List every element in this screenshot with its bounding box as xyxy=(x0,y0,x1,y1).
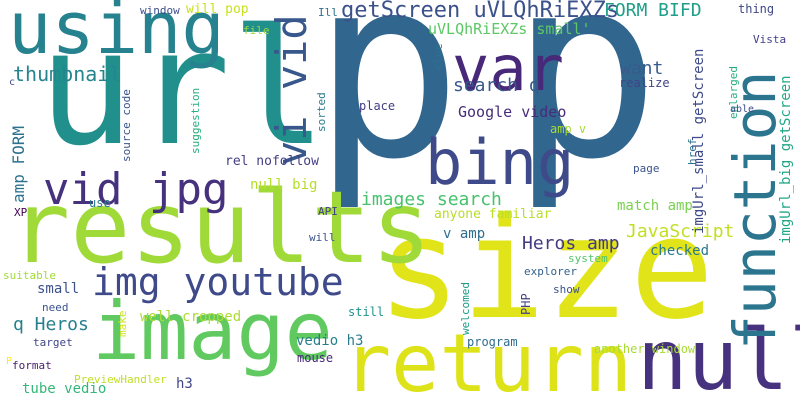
word-target: target xyxy=(33,336,73,349)
word-will: will xyxy=(309,231,336,244)
word-rel-nofollow: rel nofollow xyxy=(225,154,319,169)
word-use: use xyxy=(89,196,111,210)
word-source-code: source code xyxy=(120,89,133,162)
word-h3: h3 xyxy=(176,376,193,392)
word-match-amp: match amp xyxy=(617,198,693,214)
word-vista: Vista xyxy=(753,33,787,46)
word-want: want xyxy=(620,58,664,79)
word-well-cropped: well cropped xyxy=(140,309,242,325)
word-welcomed: welcomed xyxy=(459,282,472,335)
word-p: p xyxy=(510,0,661,214)
word-thing: thing xyxy=(738,2,775,16)
word-place: place xyxy=(359,99,396,113)
word-vid-jpg: vid jpg xyxy=(43,164,229,215)
word-tube-vedio: tube vedio xyxy=(22,381,107,397)
word-suggestion: suggestion xyxy=(189,87,202,154)
word-return: return xyxy=(343,317,632,400)
word-bing: bing xyxy=(425,126,575,199)
word-able: able xyxy=(730,104,755,115)
word-previewhandler: PreviewHandler xyxy=(74,373,167,386)
word-clue: clue xyxy=(432,43,445,71)
word-need: need xyxy=(42,301,69,314)
word-xp: XP xyxy=(14,206,28,219)
word-v-amp: v amp xyxy=(443,226,486,242)
word-using: using xyxy=(8,0,225,70)
word-will-pop: will pop xyxy=(186,2,249,17)
word-c: c xyxy=(9,77,16,88)
word-checked: checked xyxy=(650,243,710,259)
word-getscreen-uvlqhriexzs: getScreen uVLQhRiEXZs xyxy=(341,0,620,23)
word-google-video: Google video xyxy=(458,103,567,121)
word-href: href xyxy=(686,138,699,166)
word-window: window xyxy=(140,4,180,17)
word-api: API xyxy=(318,205,338,218)
word-page: page xyxy=(633,162,660,175)
word-javascript: JavaScript xyxy=(626,221,735,242)
word-p: p xyxy=(312,0,463,214)
word-search-q: search q xyxy=(453,75,540,96)
word-heros-amp: Heros amp xyxy=(522,233,620,254)
word-format: format xyxy=(12,359,52,372)
word-image: image xyxy=(92,285,333,378)
word-var: var xyxy=(452,32,564,105)
word-another-window: another window xyxy=(594,342,696,356)
word-program: program xyxy=(467,335,518,349)
word-show: show xyxy=(553,283,580,296)
word-null: null xyxy=(637,311,800,400)
word-imgurl-big-getscreen: imgUrl_big getScreen xyxy=(778,75,794,244)
word-suitable: suitable xyxy=(3,269,56,282)
word-file: file xyxy=(243,24,270,37)
word-img-youtube: img youtube xyxy=(92,260,344,304)
word-still: still xyxy=(348,305,385,319)
word-mouse: mouse xyxy=(297,351,334,365)
word-realize: realize xyxy=(619,76,670,90)
word-vedio-h3: vedio h3 xyxy=(296,333,364,349)
word-sorted: sorted xyxy=(315,92,328,132)
word-p: P xyxy=(6,356,13,367)
word-amp-form: amp FORM xyxy=(9,125,28,203)
word-url: url xyxy=(38,0,327,181)
word-q-heros: q Heros xyxy=(13,314,89,335)
word-make: make xyxy=(116,310,129,338)
word-form-bifd: FORM BIFD xyxy=(604,0,702,21)
word-explorer: explorer xyxy=(524,265,577,278)
word-thumbnail: thumbnail xyxy=(13,62,122,86)
word-small: small xyxy=(37,281,80,297)
word-results: results xyxy=(10,169,432,286)
word-amp-v: amp v xyxy=(550,122,587,136)
word-ill: Ill xyxy=(318,6,338,19)
word-images-search: images search xyxy=(361,189,502,210)
word-system: system xyxy=(568,252,608,265)
word-uvlqhriexzs-small: uVLQhRiEXZs small' xyxy=(428,20,591,38)
word-php: PHP xyxy=(519,293,533,315)
word-null-big: null big xyxy=(250,177,318,193)
word-vi-vid: vi vid xyxy=(267,14,316,166)
word-size: size xyxy=(377,188,715,351)
word-anyone-familiar: anyone familiar xyxy=(434,207,552,222)
